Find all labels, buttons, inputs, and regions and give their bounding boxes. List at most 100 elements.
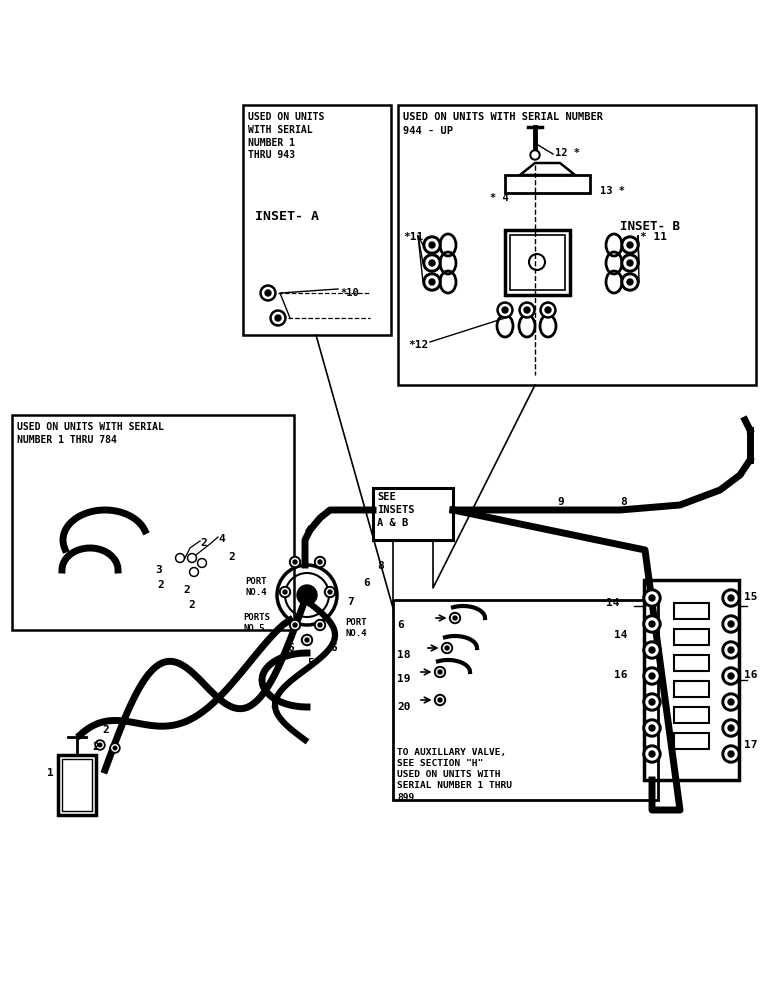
Circle shape [643,719,661,737]
Circle shape [725,696,737,708]
Text: 4: 4 [218,534,225,544]
Circle shape [725,670,737,682]
Circle shape [189,568,198,576]
Circle shape [314,619,326,631]
Text: USED ON UNITS WITH SERIAL
NUMBER 1 THRU 784: USED ON UNITS WITH SERIAL NUMBER 1 THRU … [17,422,164,445]
Circle shape [621,236,639,254]
Circle shape [722,693,740,711]
Text: 944 - UP: 944 - UP [403,126,453,136]
Bar [674,733,709,749]
Circle shape [646,722,658,734]
Circle shape [423,254,441,272]
Text: USED ON UNITS WITH
SERIAL NUMBER 1 THRU
899: USED ON UNITS WITH SERIAL NUMBER 1 THRU … [397,770,512,802]
Circle shape [646,748,658,760]
Circle shape [429,242,435,248]
Circle shape [112,745,118,751]
Circle shape [317,558,323,566]
Circle shape [649,751,655,757]
Circle shape [98,743,102,747]
Circle shape [302,635,313,646]
Circle shape [722,615,740,633]
Text: 19: 19 [397,674,411,684]
Circle shape [275,315,281,321]
Circle shape [643,589,661,607]
Circle shape [423,273,441,291]
Text: 6: 6 [287,643,294,653]
Circle shape [297,585,317,605]
Circle shape [283,590,287,594]
Circle shape [728,751,734,757]
Circle shape [198,558,206,568]
Circle shape [649,725,655,731]
Circle shape [646,618,658,630]
Circle shape [290,619,300,631]
Circle shape [519,302,535,318]
Circle shape [621,273,639,291]
Bar [644,580,739,780]
Text: USED ON UNITS
WITH SERIAL
NUMBER 1
THRU 943: USED ON UNITS WITH SERIAL NUMBER 1 THRU … [248,112,324,160]
Circle shape [175,554,185,562]
Circle shape [728,673,734,679]
Text: 8: 8 [377,561,384,571]
Text: *10: *10 [340,288,359,298]
Circle shape [725,618,737,630]
Text: 17: 17 [744,740,757,750]
Bar [674,681,709,697]
Circle shape [532,152,538,158]
Circle shape [543,304,554,316]
Bar [674,629,709,645]
Circle shape [728,699,734,705]
Circle shape [328,590,332,594]
Circle shape [429,279,435,285]
Circle shape [453,616,457,620]
Bar [373,488,453,540]
Circle shape [435,694,445,706]
Circle shape [624,239,636,251]
Circle shape [177,555,183,561]
Text: 6: 6 [330,643,337,653]
Text: 12 *: 12 * [555,148,580,158]
Bar [674,603,709,619]
Text: PORT
NO.4: PORT NO.4 [245,577,266,597]
Text: INSET- B: INSET- B [620,220,680,233]
Circle shape [290,556,300,568]
Circle shape [728,595,734,601]
Text: 2: 2 [157,580,164,590]
Circle shape [260,285,276,301]
Text: 2: 2 [188,600,195,610]
Text: *11: *11 [403,232,423,242]
Circle shape [199,560,205,566]
Circle shape [502,307,508,313]
Circle shape [293,623,297,627]
Text: 6: 6 [397,620,404,630]
Circle shape [621,254,639,272]
Circle shape [649,647,655,653]
Text: 16: 16 [744,670,757,680]
Circle shape [643,615,661,633]
Circle shape [188,554,197,562]
Circle shape [318,560,322,564]
Circle shape [189,555,195,561]
Circle shape [722,745,740,763]
Circle shape [649,621,655,627]
Text: 9: 9 [557,497,564,507]
Bar [510,235,565,290]
Bar [674,707,709,723]
Text: 16: 16 [614,670,628,680]
Text: 2: 2 [102,725,109,735]
Circle shape [649,595,655,601]
Text: 1: 1 [47,768,54,778]
Text: 2: 2 [228,552,235,562]
Circle shape [305,638,309,642]
Circle shape [436,668,443,676]
Text: 3: 3 [270,700,276,710]
Bar [393,600,658,800]
Circle shape [426,239,438,251]
Circle shape [728,725,734,731]
Circle shape [722,589,740,607]
Circle shape [293,560,297,564]
Circle shape [725,592,737,604]
Circle shape [624,257,636,269]
Circle shape [327,588,334,595]
Text: 3: 3 [155,565,162,575]
